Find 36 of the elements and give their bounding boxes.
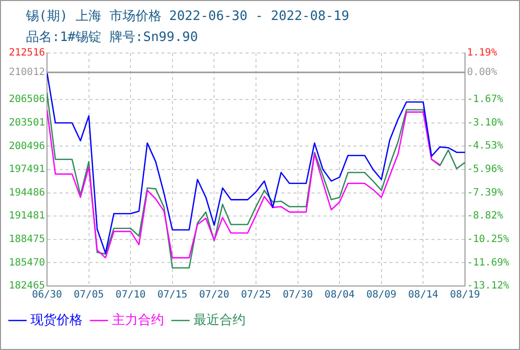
y2-tick-label: -5.96% <box>467 164 504 176</box>
y-tick-label: 185470 <box>8 257 45 268</box>
y-tick-label: 191481 <box>8 210 45 222</box>
y2-tick-label: -7.39% <box>467 187 504 198</box>
x-tick-label: 07/05 <box>74 290 104 301</box>
y-tick-label: 188475 <box>8 234 45 245</box>
legend-label: 最近合约 <box>194 312 246 328</box>
x-tick-label: 08/19 <box>450 290 480 301</box>
x-tick-label: 07/25 <box>240 290 272 301</box>
y2-tick-label: 0.00% <box>467 66 498 78</box>
y-tick-label: 212516 <box>8 48 45 59</box>
x-tick-label: 07/20 <box>199 290 230 301</box>
x-tick-label: 08/14 <box>408 290 438 301</box>
y2-tick-label: -3.10% <box>467 117 504 128</box>
y-tick-label: 206506 <box>8 94 45 106</box>
x-tick-label: 08/09 <box>366 290 396 301</box>
y-tick-label: 203501 <box>8 117 45 128</box>
chart-subtitle: 品名:1#锡锭 牌号:Sn99.90 <box>26 29 198 46</box>
y-tick-label: 200496 <box>8 140 45 152</box>
x-tick-label: 07/10 <box>116 290 146 301</box>
y2-tick-label: -4.53% <box>467 140 504 152</box>
x-tick-label: 07/30 <box>282 290 313 301</box>
y2-tick-label: -11.69% <box>467 257 510 268</box>
legend-label: 现货价格 <box>30 312 82 328</box>
x-tick-label: 08/04 <box>324 290 355 301</box>
x-tick-label: 06/30 <box>32 290 62 301</box>
chart-title: 锡(期) 上海 市场价格 2022-06-30 - 2022-08-19 <box>26 8 350 25</box>
y-tick-label: 194486 <box>8 187 45 198</box>
x-tick-label: 07/15 <box>157 290 188 301</box>
y2-tick-label: 1.19% <box>467 48 498 59</box>
y2-tick-label: -8.82% <box>467 210 504 222</box>
y2-tick-label: -1.67% <box>467 94 504 106</box>
y-tick-label: 210012 <box>8 67 45 78</box>
legend-label: 主力合约 <box>112 312 164 328</box>
y-tick-label: 197491 <box>8 164 45 176</box>
y2-tick-label: -10.25% <box>467 234 510 245</box>
